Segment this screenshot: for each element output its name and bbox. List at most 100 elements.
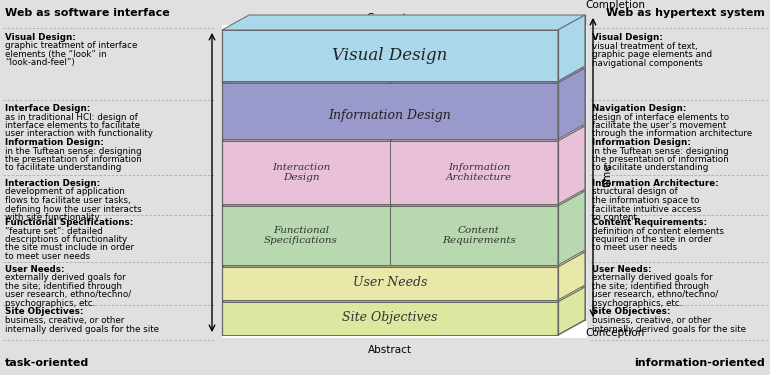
Text: internally derived goals for the site: internally derived goals for the site (5, 324, 159, 333)
Text: in the Tuftean sense: designing: in the Tuftean sense: designing (5, 147, 142, 156)
Polygon shape (222, 15, 585, 30)
Text: Abstract: Abstract (368, 345, 412, 355)
Text: graphic treatment of interface: graphic treatment of interface (5, 42, 137, 51)
Text: Interface Design: Interface Design (282, 70, 357, 79)
Text: Content
Requirements: Content Requirements (442, 226, 516, 245)
Text: the site must include in order: the site must include in order (5, 243, 134, 252)
Polygon shape (558, 15, 585, 81)
Text: “feature set”: detailed: “feature set”: detailed (5, 226, 102, 236)
Text: task-oriented: task-oriented (5, 358, 89, 368)
Text: user research, ethno/techno/: user research, ethno/techno/ (592, 291, 718, 300)
Polygon shape (390, 206, 558, 265)
Polygon shape (390, 126, 585, 141)
Text: Visual Design:: Visual Design: (592, 33, 663, 42)
Text: Information Architecture:: Information Architecture: (592, 179, 718, 188)
Polygon shape (222, 302, 558, 335)
Polygon shape (558, 252, 585, 300)
Text: internally derived goals for the site: internally derived goals for the site (592, 324, 746, 333)
Text: to meet user needs: to meet user needs (5, 252, 90, 261)
Text: the site; identified through: the site; identified through (5, 282, 122, 291)
Text: Concrete: Concrete (367, 13, 413, 23)
Text: defining how the user interacts: defining how the user interacts (5, 204, 142, 213)
Text: business, creative, or other: business, creative, or other (592, 316, 711, 325)
Text: Navigation Design: Navigation Design (445, 70, 530, 79)
Text: to facilitate understanding: to facilitate understanding (592, 164, 708, 172)
Text: Web as hypertext system: Web as hypertext system (606, 8, 765, 18)
Polygon shape (222, 68, 585, 83)
Text: facilitate the user’s movement: facilitate the user’s movement (592, 121, 726, 130)
Text: User Needs: User Needs (353, 276, 427, 290)
Polygon shape (222, 25, 587, 338)
Polygon shape (222, 191, 417, 206)
Text: the presentation of information: the presentation of information (592, 155, 728, 164)
Text: information-oriented: information-oriented (634, 358, 765, 368)
Text: Site Objectives: Site Objectives (343, 312, 437, 324)
Polygon shape (222, 30, 558, 81)
Text: Information Design: Information Design (329, 108, 451, 122)
Text: to meet user needs: to meet user needs (592, 243, 677, 252)
Text: time: time (603, 163, 613, 187)
Polygon shape (558, 287, 585, 335)
Text: user interaction with functionality: user interaction with functionality (5, 129, 153, 138)
Text: psychographics, etc.: psychographics, etc. (5, 299, 95, 308)
Text: descriptions of functionality: descriptions of functionality (5, 235, 127, 244)
Text: “look-and-feel”): “look-and-feel”) (5, 58, 75, 68)
Text: User Needs:: User Needs: (5, 265, 65, 274)
Text: Interaction
Design: Interaction Design (272, 163, 330, 182)
Text: to content: to content (592, 213, 637, 222)
Polygon shape (558, 126, 585, 204)
Text: Functional
Specifications: Functional Specifications (264, 226, 338, 245)
Text: Information Design:: Information Design: (592, 138, 691, 147)
Polygon shape (368, 30, 412, 335)
Text: Navigation Design:: Navigation Design: (592, 104, 686, 113)
Text: externally derived goals for: externally derived goals for (592, 273, 713, 282)
Text: Site Objectives:: Site Objectives: (5, 308, 83, 316)
Text: Site Objectives:: Site Objectives: (592, 308, 671, 316)
Text: graphic page elements and: graphic page elements and (592, 50, 712, 59)
Text: business, creative, or other: business, creative, or other (5, 316, 125, 325)
Text: required in the site in order: required in the site in order (592, 235, 712, 244)
Polygon shape (390, 191, 585, 206)
Text: through the information architecture: through the information architecture (592, 129, 752, 138)
Text: elements (the “look” in: elements (the “look” in (5, 50, 106, 59)
Text: in the Tuftean sense: designing: in the Tuftean sense: designing (592, 147, 728, 156)
Text: Visual Design: Visual Design (333, 46, 447, 63)
Text: externally derived goals for: externally derived goals for (5, 273, 126, 282)
Text: the information space to: the information space to (592, 196, 699, 205)
Text: design of interface elements to: design of interface elements to (592, 112, 729, 122)
Polygon shape (558, 68, 585, 139)
Text: Functional Specifications:: Functional Specifications: (5, 218, 133, 227)
Text: development of application: development of application (5, 188, 125, 196)
Text: Information
Architecture: Information Architecture (446, 163, 512, 182)
Text: the presentation of information: the presentation of information (5, 155, 142, 164)
Text: Interface Design:: Interface Design: (5, 104, 90, 113)
Text: structural design of: structural design of (592, 188, 678, 196)
Text: Content Requirements:: Content Requirements: (592, 218, 707, 227)
Text: flows to facilitate user tasks,: flows to facilitate user tasks, (5, 196, 131, 205)
Polygon shape (222, 141, 390, 204)
Text: navigational components: navigational components (592, 58, 703, 68)
Text: to facilitate understanding: to facilitate understanding (5, 164, 122, 172)
Text: as in traditional HCI: design of: as in traditional HCI: design of (5, 112, 138, 122)
Polygon shape (558, 191, 585, 265)
Polygon shape (390, 141, 558, 204)
Text: definition of content elements: definition of content elements (592, 226, 724, 236)
Text: interface elements to facilitate: interface elements to facilitate (5, 121, 140, 130)
Text: psychographics, etc.: psychographics, etc. (592, 299, 682, 308)
Polygon shape (222, 83, 558, 139)
Text: with site functionality: with site functionality (5, 213, 99, 222)
Polygon shape (222, 287, 585, 302)
Polygon shape (222, 126, 417, 141)
Text: Web as software interface: Web as software interface (5, 8, 169, 18)
Text: the site; identified through: the site; identified through (592, 282, 709, 291)
Text: Conception: Conception (585, 328, 644, 338)
Polygon shape (222, 206, 390, 265)
Text: user research, ethno/techno/: user research, ethno/techno/ (5, 291, 131, 300)
Text: User Needs:: User Needs: (592, 265, 651, 274)
Text: visual treatment of text,: visual treatment of text, (592, 42, 698, 51)
Text: Information Design:: Information Design: (5, 138, 104, 147)
Polygon shape (222, 267, 558, 300)
Text: Interaction Design:: Interaction Design: (5, 179, 100, 188)
Text: facilitate intuitive access: facilitate intuitive access (592, 204, 701, 213)
Text: Completion: Completion (585, 0, 645, 10)
